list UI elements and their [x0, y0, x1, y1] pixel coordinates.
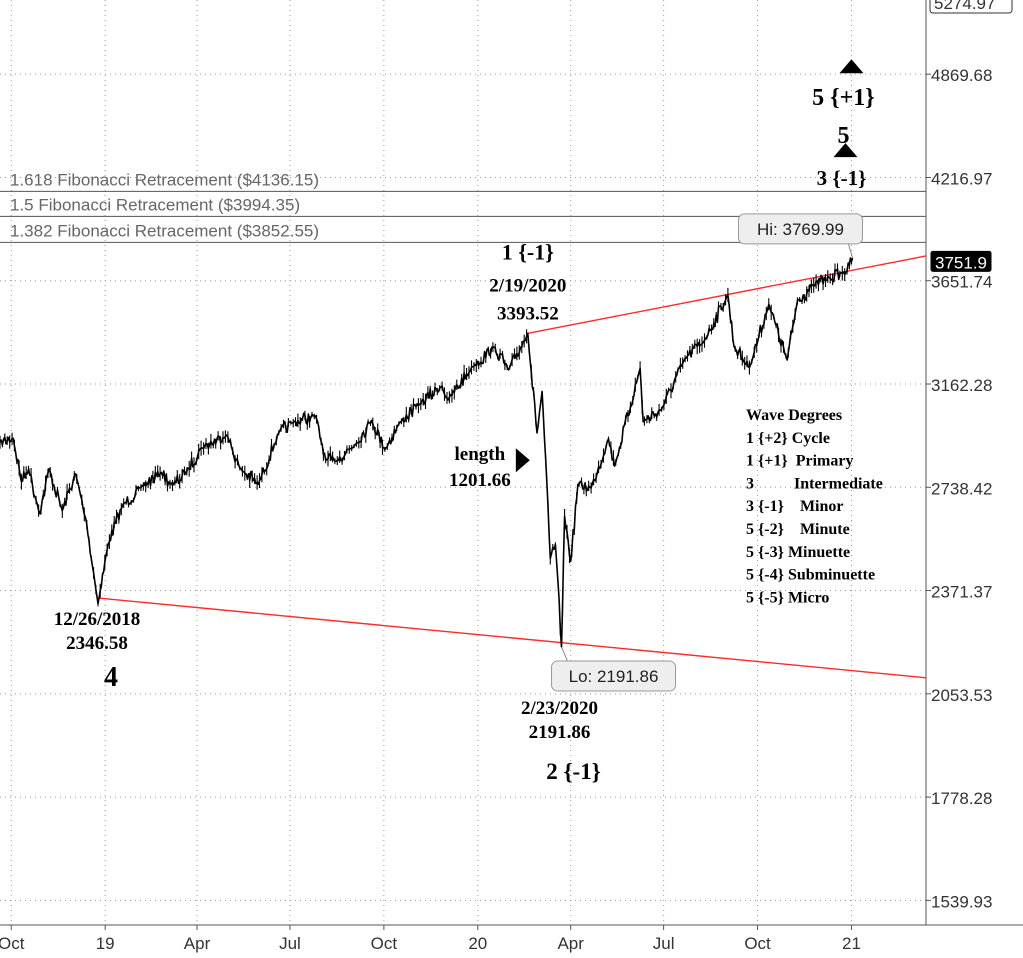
x-tick-label: Oct [0, 934, 25, 953]
callout-label: Lo: 2191.86 [569, 667, 659, 686]
price-axis: 1539.93 1778.28 2053.53 2371.37 2738.42 3162.… [925, 0, 1023, 925]
legend-item: 5 {-4} Subminuette [746, 567, 875, 584]
y-tick-label: 3162.28 [931, 376, 992, 395]
trendline [527, 255, 927, 335]
y-tick-label: 4216.97 [931, 169, 992, 188]
legend-item: 3 Intermediate [746, 475, 883, 492]
wave-label-text: 2191.86 [529, 722, 591, 743]
callout-box [737, 213, 863, 245]
price-callouts: Hi: 3769.99 Lo: 2191.86 [551, 213, 863, 692]
wave-label-text: 4 [104, 662, 118, 693]
x-tick-label: Jul [653, 934, 675, 953]
legend-title: Wave Degrees [746, 407, 842, 424]
y-tick-label: 1778.28 [931, 789, 992, 808]
wave-label-text: 2/23/2020 [521, 698, 598, 719]
axis-panel [926, 0, 1023, 925]
legend-item: 1 {+1} Primary [746, 453, 853, 470]
length-arrow-icon [515, 448, 530, 473]
callout-pointer [561, 646, 568, 662]
wave-up-arrow-icon [833, 143, 858, 158]
price-series [0, 257, 854, 648]
trendline [98, 597, 927, 679]
fib-level-label: 1.5 Fibonacci Retracement ($3994.35) [10, 195, 300, 214]
x-tick-label: Oct [371, 934, 398, 953]
x-tick-label: 19 [96, 934, 115, 953]
wave-label-text: 5 [837, 123, 849, 149]
y-tick-label: 3651.74 [931, 273, 992, 292]
y-tick-label: 2053.53 [931, 686, 992, 705]
wave-label-text: 1201.66 [449, 470, 511, 491]
wave-up-arrow-icon [839, 59, 864, 74]
y-tick-label: 4869.68 [931, 66, 992, 85]
grid [0, 0, 926, 925]
callout-box [551, 660, 677, 692]
wave-label-text: 2 {-1} [546, 759, 601, 784]
callout-label: Hi: 3769.99 [757, 220, 844, 239]
wave-label-text: 5 {+1} [812, 85, 875, 111]
x-tick-label: 20 [468, 934, 487, 953]
last-price-box [929, 249, 993, 273]
legend-item: 1 {+2} Cycle [746, 430, 830, 447]
y-tick-label: 5274.97 [934, 0, 995, 13]
x-tick-label: Apr [557, 934, 584, 953]
y-tick-label: 2738.42 [931, 479, 992, 498]
wave-label-text: 2/19/2020 [489, 275, 566, 296]
x-tick-label: Jul [279, 934, 301, 953]
legend-item: 5 {-3} Minuette [746, 544, 850, 561]
wave-label-text: 3 {-1} [817, 166, 867, 190]
fibonacci-levels: 1.618 Fibonacci Retracement ($4136.15) 1.… [0, 170, 926, 243]
trendlines [98, 255, 927, 679]
x-tick-label: Oct [744, 934, 771, 953]
fib-level-label: 1.618 Fibonacci Retracement ($4136.15) [10, 170, 319, 189]
time-axis: Oct 19 Apr Jul Oct 20 Apr Jul Oct 21 [0, 924, 1023, 953]
price-bars [0, 258, 853, 636]
wave-annotations: 1 {-1} 2/19/2020 3393.52 12/26/2018 2346.58 4… [54, 59, 875, 784]
wave-label-text: length [454, 444, 505, 465]
wave-degrees-legend: Wave Degrees 1 {+2} Cycle 1 {+1} Primary 3 … [746, 407, 883, 606]
y-tick-label: 2371.37 [931, 583, 992, 602]
x-tick-label: Apr [184, 934, 211, 953]
y-tick-label: 1539.93 [931, 892, 992, 911]
wave-label-text: 12/26/2018 [54, 609, 141, 630]
x-tick-label: 21 [842, 934, 861, 953]
y-top-tick-box [929, 0, 1013, 14]
last-price-label: 3751.9 [935, 253, 987, 272]
legend-item: 3 {-1} Minor [746, 498, 843, 515]
legend-item: 5 {-5} Micro [746, 589, 829, 606]
wave-label-text: 2346.58 [66, 633, 128, 654]
wave-label-text: 1 {-1} [502, 239, 554, 264]
wave-label-text: 3393.52 [497, 303, 559, 324]
legend-item: 5 {-2} Minute [746, 521, 850, 538]
callout-pointer [848, 243, 853, 259]
fib-level-label: 1.382 Fibonacci Retracement ($3852.55) [10, 221, 319, 240]
